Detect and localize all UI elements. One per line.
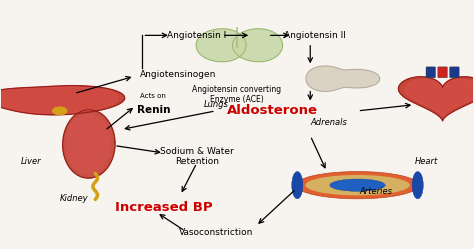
Ellipse shape: [292, 172, 303, 199]
Text: Angiotensin I: Angiotensin I: [167, 31, 227, 40]
Text: Adrenals: Adrenals: [311, 118, 347, 126]
Polygon shape: [196, 29, 246, 62]
Polygon shape: [0, 86, 125, 115]
Text: Liver: Liver: [21, 157, 42, 166]
Polygon shape: [63, 110, 115, 178]
Text: Increased BP: Increased BP: [115, 201, 212, 214]
Polygon shape: [399, 77, 474, 121]
Text: Angiotensinogen: Angiotensinogen: [140, 70, 217, 79]
Ellipse shape: [412, 172, 423, 199]
Polygon shape: [233, 29, 283, 62]
Text: Aldosterone: Aldosterone: [227, 104, 318, 117]
FancyBboxPatch shape: [426, 67, 436, 78]
Text: Sodium & Water
Retention: Sodium & Water Retention: [160, 147, 234, 166]
Text: Angiotensin II: Angiotensin II: [284, 31, 346, 40]
Ellipse shape: [330, 179, 385, 191]
Text: Renin: Renin: [137, 105, 171, 115]
Polygon shape: [66, 115, 110, 173]
Polygon shape: [0, 87, 118, 114]
FancyBboxPatch shape: [450, 67, 459, 78]
Text: Kidney: Kidney: [60, 194, 88, 203]
Text: Vasoconstriction: Vasoconstriction: [179, 228, 253, 237]
Text: Acts on: Acts on: [140, 93, 166, 99]
Text: Arteries: Arteries: [360, 187, 393, 196]
Polygon shape: [306, 66, 380, 91]
Circle shape: [53, 107, 67, 115]
Text: Heart: Heart: [414, 157, 438, 166]
Text: Angiotensin converting
Enzyme (ACE): Angiotensin converting Enzyme (ACE): [192, 85, 282, 105]
Ellipse shape: [305, 175, 410, 195]
Polygon shape: [405, 79, 474, 117]
Text: Lungs: Lungs: [203, 100, 228, 109]
Ellipse shape: [296, 172, 419, 199]
FancyBboxPatch shape: [438, 67, 447, 78]
